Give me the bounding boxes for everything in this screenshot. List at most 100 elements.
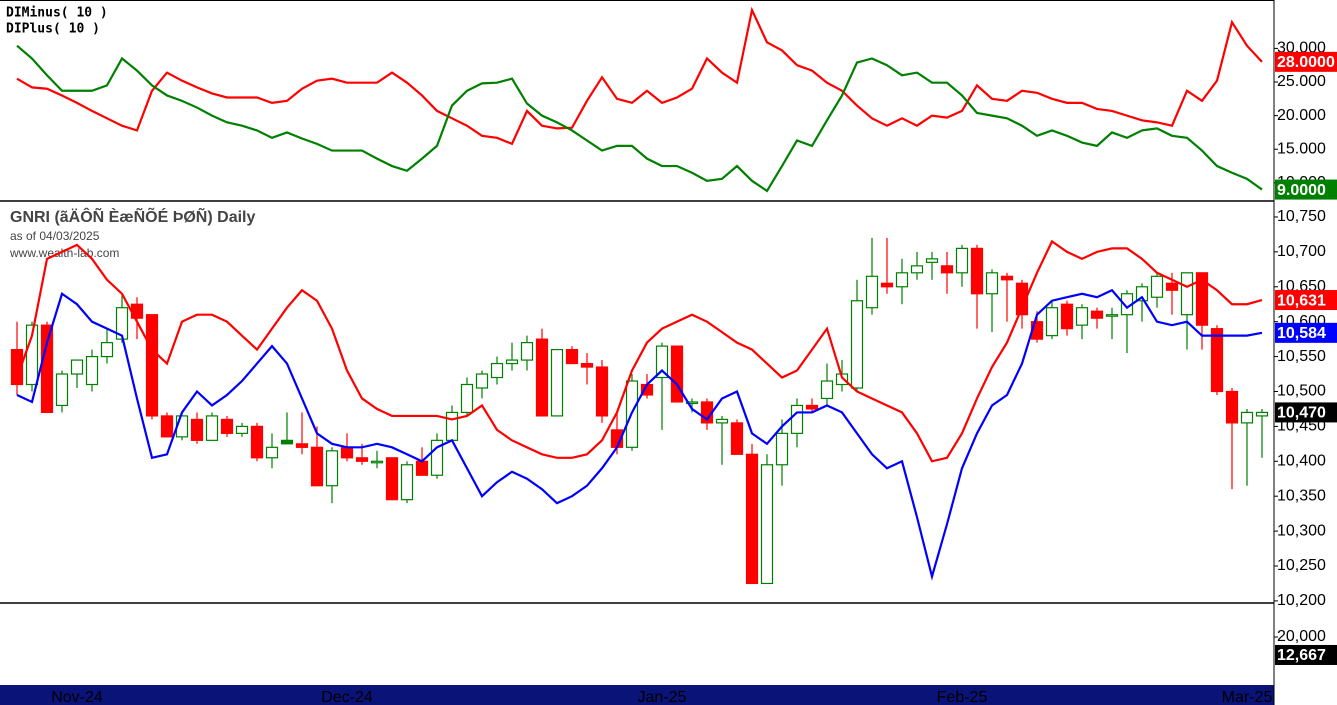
candle-body xyxy=(940,265,954,274)
candle-body xyxy=(760,464,774,585)
candle-body xyxy=(10,348,24,386)
legend-entry: DIPlus( 10 ) xyxy=(6,22,100,37)
last-value-box xyxy=(1275,179,1337,200)
y-tick-label: 20,000 xyxy=(1277,628,1326,645)
candle-body xyxy=(1000,275,1014,281)
indicator-line xyxy=(16,288,1263,581)
indicator-line xyxy=(16,6,1263,146)
x-tick-label: Dec-24 xyxy=(321,689,373,705)
candle-body xyxy=(1060,303,1074,330)
date-axis-band xyxy=(0,685,1274,705)
candle-body xyxy=(445,411,459,441)
candle-body xyxy=(565,348,579,365)
candle-body xyxy=(145,314,159,417)
candle-body xyxy=(790,404,804,434)
last-value-label: 9.0000 xyxy=(1277,182,1326,199)
candle-body xyxy=(190,418,204,441)
y-tick-label: 10,500 xyxy=(1277,383,1326,400)
candle-body xyxy=(370,460,384,464)
y-tick-label: 25.000 xyxy=(1277,73,1326,90)
candle-body xyxy=(880,282,894,288)
last-value-box xyxy=(1275,322,1337,343)
candle-body xyxy=(85,355,99,386)
candle-body xyxy=(955,247,969,274)
candle-body xyxy=(460,383,474,414)
candle-body xyxy=(535,338,549,417)
y-tick-label: 10,700 xyxy=(1277,243,1326,260)
candle-body xyxy=(1090,310,1104,319)
candle-body xyxy=(220,418,234,434)
candle-body xyxy=(430,439,444,476)
candle-body xyxy=(490,362,504,379)
candle-body xyxy=(1165,282,1179,291)
candle-body xyxy=(670,345,684,403)
candle-body xyxy=(355,457,369,462)
candle-body xyxy=(400,464,414,501)
last-value-label: 10,470 xyxy=(1277,405,1326,422)
candle-body xyxy=(850,300,864,389)
candle-body xyxy=(505,359,519,365)
indicator-line xyxy=(15,239,1263,463)
last-value-box xyxy=(1275,644,1337,665)
last-value-box xyxy=(1275,402,1337,423)
candle-body xyxy=(160,415,174,438)
candle-body xyxy=(100,342,114,358)
candle-body xyxy=(1195,272,1209,326)
last-value-label: 28.0000 xyxy=(1277,54,1335,71)
candle-body xyxy=(985,272,999,295)
candle-body xyxy=(745,453,759,585)
x-tick-label: Mar-25 xyxy=(1222,689,1273,705)
candle-body xyxy=(295,443,309,448)
candle-body xyxy=(655,345,669,379)
candle-body xyxy=(1045,307,1059,337)
candle-body xyxy=(715,418,729,424)
source: www.wealth-lab.com xyxy=(9,246,119,260)
candle-body xyxy=(310,446,324,487)
candle-body xyxy=(910,265,924,274)
candle-body xyxy=(205,415,219,441)
y-tick-label: 10,350 xyxy=(1277,487,1326,504)
y-tick-label: 10,250 xyxy=(1277,557,1326,574)
candle-body xyxy=(865,275,879,309)
candle-body xyxy=(325,450,339,487)
candle-body xyxy=(1105,314,1119,317)
candle-body xyxy=(250,425,264,459)
candle-body xyxy=(415,460,429,476)
candle-body xyxy=(520,342,534,361)
last-value-label: 10,584 xyxy=(1277,325,1326,342)
candle-body xyxy=(1240,411,1254,424)
candle-body xyxy=(340,446,354,459)
candle-body xyxy=(685,401,699,405)
indicator-line xyxy=(16,44,1263,193)
candle-body xyxy=(55,373,69,407)
y-tick-label: 10,550 xyxy=(1277,348,1326,365)
candle-body xyxy=(550,348,564,417)
candle-body xyxy=(475,373,489,389)
y-tick-label: 20.000 xyxy=(1277,107,1326,124)
candle-body xyxy=(730,422,744,455)
candle-body xyxy=(235,425,249,434)
x-tick-label: Feb-25 xyxy=(937,689,988,705)
candle-body xyxy=(1180,272,1194,316)
candle-body xyxy=(775,432,789,466)
candle-body xyxy=(925,258,939,263)
candle-body xyxy=(385,457,399,501)
candle-body xyxy=(1015,282,1029,316)
y-tick-label: 10,750 xyxy=(1277,208,1326,225)
candle-body xyxy=(70,359,84,375)
last-value-box xyxy=(1275,290,1337,311)
candle-body xyxy=(25,324,39,386)
legend-entry: DIMinus( 10 ) xyxy=(6,6,108,21)
candle-body xyxy=(265,446,279,459)
candle-body xyxy=(1150,275,1164,298)
candle-body xyxy=(595,366,609,417)
y-tick-label: 10,200 xyxy=(1277,592,1326,609)
candle-body xyxy=(820,380,834,400)
last-value-box xyxy=(1275,51,1337,72)
candle-body xyxy=(805,404,819,410)
candle-body xyxy=(1255,411,1269,417)
candle-body xyxy=(1135,286,1149,302)
y-tick-label: 10,400 xyxy=(1277,453,1326,470)
candle-body xyxy=(1210,328,1224,393)
